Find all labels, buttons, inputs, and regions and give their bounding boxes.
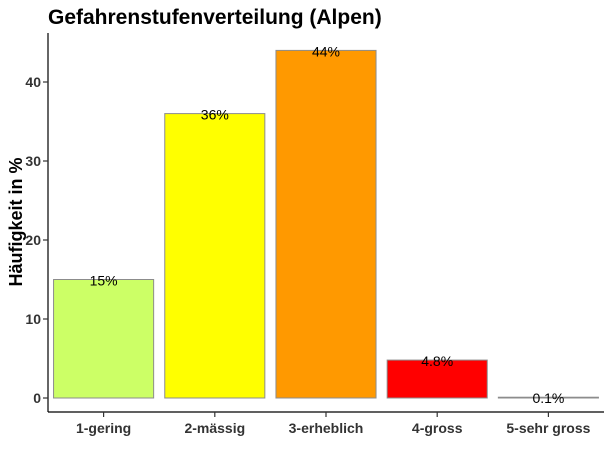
x-tick-label-2-mässig: 2-mässig <box>184 420 245 436</box>
y-ticks-layer: 0 10 20 30 40 <box>25 74 48 406</box>
chart-title: Gefahrenstufenverteilung (Alpen) <box>48 6 382 29</box>
y-tick-label-0: 0 <box>33 390 41 406</box>
x-tick-label-1-gering: 1-gering <box>76 420 131 436</box>
x-tick-label-5-sehr gross: 5-sehr gross <box>506 420 590 436</box>
x-tick-label-3-erheblich: 3-erheblich <box>289 420 364 436</box>
y-axis-title: Häufigkeit in % <box>6 157 26 286</box>
y-tick-label-30: 30 <box>25 153 41 169</box>
data-label-1-gering: 15% <box>90 273 118 289</box>
bar-2-mässig <box>164 113 266 399</box>
x-ticks-layer: 1-gering 2-mässig 3-erheblich 4-gross 5-sehr… <box>76 412 591 436</box>
y-tick-label-40: 40 <box>25 74 41 90</box>
data-label-4-gross: 4.8% <box>421 353 453 369</box>
bars-layer <box>53 49 599 399</box>
data-labels-layer: 15% 36% 44% 4.8% 0.1% <box>90 43 565 406</box>
bar-4-gross <box>386 359 488 399</box>
y-tick-label-20: 20 <box>25 232 41 248</box>
bar-5-sehr gross <box>497 396 599 399</box>
bar-3-erheblich <box>275 49 377 399</box>
bar-1-gering <box>53 279 155 399</box>
data-label-5-sehr gross: 0.1% <box>532 390 564 406</box>
y-tick-label-10: 10 <box>25 311 41 327</box>
x-tick-label-4-gross: 4-gross <box>412 420 463 436</box>
data-label-2-mässig: 36% <box>201 107 229 123</box>
data-label-3-erheblich: 44% <box>312 43 340 59</box>
